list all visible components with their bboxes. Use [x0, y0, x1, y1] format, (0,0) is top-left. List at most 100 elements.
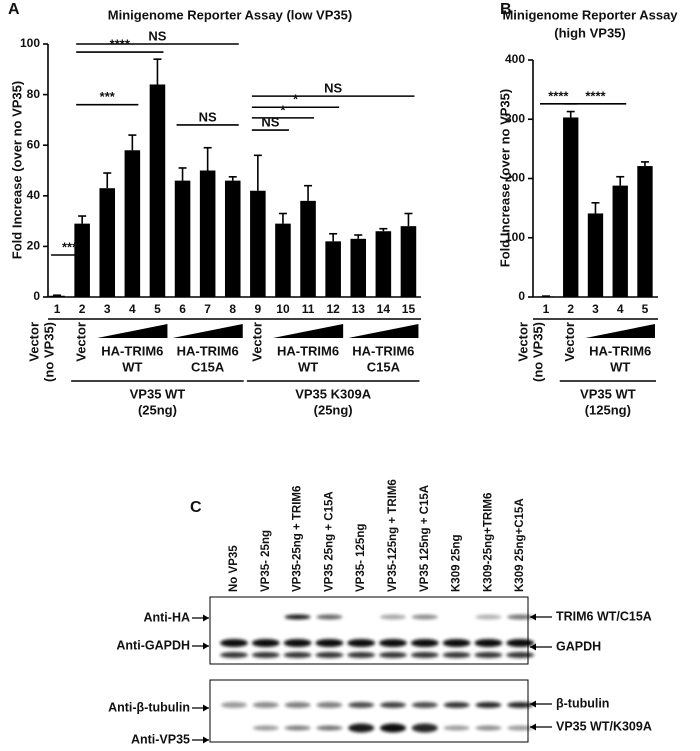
bar [375, 231, 392, 297]
bar [300, 200, 316, 297]
blot-band [380, 614, 406, 620]
blot-band [410, 652, 439, 658]
blot-band [221, 702, 247, 708]
blot-band [442, 639, 471, 647]
bar [49, 295, 65, 297]
lane-label: VP35-25ng + TRIM6 [292, 486, 304, 592]
wedge-label: HA-TRIM6 [352, 343, 414, 358]
group-label: VP35 WT [580, 386, 636, 401]
blot-band [315, 652, 344, 658]
blot-band [252, 725, 279, 731]
bar [74, 223, 90, 297]
significance-label: *** [62, 239, 78, 254]
significance-label: * [280, 102, 286, 117]
y-tick-label: 100 [505, 230, 525, 244]
significance-label: NS [199, 109, 217, 124]
lane-label: VP35- 25ng [260, 530, 272, 592]
arrow-head [530, 723, 536, 731]
blot-band [411, 702, 438, 708]
x-tick-label: 1 [543, 302, 550, 316]
x-tick-label: 3 [104, 302, 111, 316]
blot-band [380, 702, 406, 708]
bar [275, 223, 291, 297]
group-label: VP35 K309A [295, 386, 371, 401]
x-tick-label: 5 [642, 302, 649, 316]
group-label: (25ng) [314, 402, 353, 417]
x-tick-label: 5 [154, 302, 161, 316]
lane-label: VP35- 125ng [355, 524, 367, 592]
chart-title: Minigenome Reporter Assay (low VP35) [108, 7, 352, 22]
bar [538, 296, 554, 298]
bar [350, 238, 367, 297]
dose-wedge [272, 324, 344, 338]
x-tick-label: 1 [54, 302, 61, 316]
bar [587, 213, 604, 297]
band-label: β-tubulin [556, 696, 609, 710]
y-axis-label: Fold Increase (over no VP35) [9, 81, 24, 259]
blot-band [442, 652, 471, 658]
blot-band [316, 702, 343, 708]
blot-band [475, 725, 502, 731]
wedge-label: C15A [367, 359, 401, 374]
significance-label: * [293, 92, 299, 107]
dose-wedge [172, 324, 243, 338]
lane-label: K309-25ng+TRIM6 [482, 493, 494, 592]
blot-band [316, 725, 343, 731]
wedge-label: HA-TRIM6 [589, 343, 651, 358]
blot-band [251, 639, 280, 647]
significance-label: **** [548, 88, 569, 103]
y-axis-label: Fold Increase (over no VP35) [497, 89, 512, 267]
panel-label: C [190, 499, 202, 516]
vertical-label: (no VP35) [41, 322, 56, 382]
blot-band [284, 702, 311, 708]
bar [637, 166, 653, 297]
x-tick-label: 10 [276, 302, 290, 316]
significance-label: **** [585, 88, 606, 103]
band-label: TRIM6 WT/C15A [556, 609, 652, 623]
bar [325, 241, 341, 297]
x-tick-label: 4 [617, 302, 624, 316]
dose-wedge [348, 324, 419, 338]
group-label: VP35 WT [130, 386, 186, 401]
bar [199, 170, 216, 297]
bar [99, 188, 116, 297]
y-tick-label: 80 [27, 87, 41, 101]
x-tick-label: 15 [402, 302, 416, 316]
blot-band [283, 639, 312, 647]
significance-label: *** [100, 89, 116, 104]
wedge-label: HA-TRIM6 [101, 343, 163, 358]
blot-band [251, 652, 280, 658]
blot-band [411, 614, 438, 620]
blot-band [379, 652, 407, 658]
y-tick-label: 400 [505, 52, 525, 66]
blot-band [507, 702, 534, 708]
wedge-label: WT [610, 359, 630, 374]
arrow-head [530, 700, 536, 708]
dose-wedge [585, 324, 655, 338]
blot-band [316, 614, 343, 620]
blot-band [507, 614, 534, 620]
bar [124, 150, 141, 297]
x-tick-label: 6 [179, 302, 186, 316]
significance-label: NS [324, 81, 342, 96]
bar [224, 180, 241, 297]
blot-band [411, 723, 438, 733]
bar [563, 117, 579, 297]
vertical-label: Vector [26, 322, 41, 362]
significance-label: NS [148, 28, 166, 43]
arrow-head [530, 613, 536, 621]
blot-box [209, 679, 529, 743]
blot-band [252, 702, 279, 708]
blot-band [347, 639, 376, 647]
panel-label: A [8, 1, 20, 18]
antibody-label: Anti-VP35 [131, 732, 190, 746]
x-tick-label: 4 [129, 302, 136, 316]
wedge-label: WT [122, 359, 142, 374]
bar [400, 226, 417, 297]
x-tick-label: 9 [255, 302, 262, 316]
bar [612, 185, 628, 297]
group-label: (25ng) [138, 402, 177, 417]
blot-band [315, 639, 344, 647]
vertical-label: Vector [515, 322, 530, 362]
blot-band [348, 723, 375, 733]
